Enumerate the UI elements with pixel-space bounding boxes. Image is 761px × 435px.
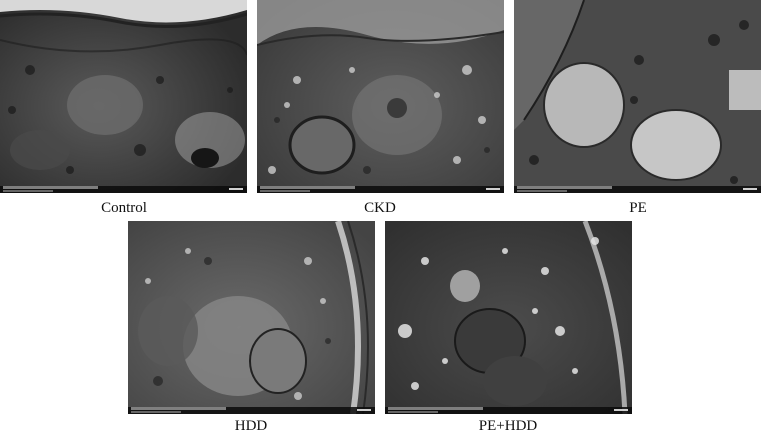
scale-bar (514, 186, 761, 193)
scale-bar (257, 186, 504, 193)
scale-bar (0, 186, 247, 193)
micrograph-control (0, 0, 247, 193)
panel-label-control: Control (44, 199, 204, 217)
panel-label-pe-hdd: PE+HDD (428, 417, 588, 435)
micrograph-pe-hdd (385, 221, 632, 414)
scale-bar (128, 407, 375, 414)
panel-label-hdd: HDD (171, 417, 331, 435)
micrograph-hdd (128, 221, 375, 414)
micrograph-pe (514, 0, 761, 193)
scale-bar (385, 407, 632, 414)
panel-label-ckd: CKD (300, 199, 460, 217)
micrograph-ckd (257, 0, 504, 193)
panel-label-pe: PE (558, 199, 718, 217)
